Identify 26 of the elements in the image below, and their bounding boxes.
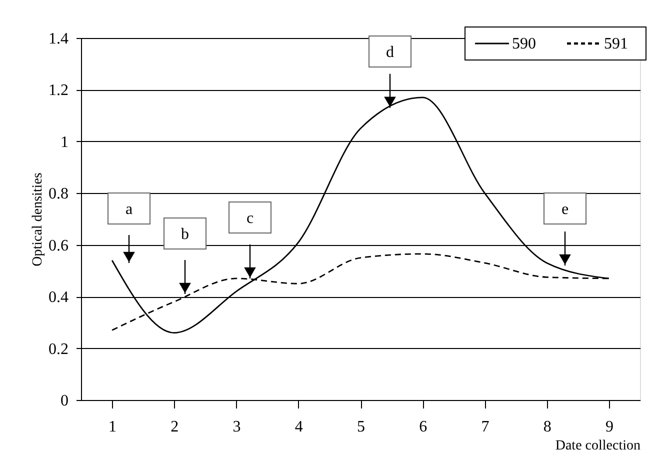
x-tick-label: 9 — [605, 418, 614, 436]
y-tick-label: 0.6 — [48, 237, 68, 254]
legend-label: 590 — [512, 36, 536, 52]
x-axis-title: Date collection — [555, 438, 640, 454]
annotation: a — [125, 201, 133, 218]
annotation: c — [246, 210, 254, 227]
x-tick-label: 3 — [232, 418, 241, 436]
y-tick-label: 1.2 — [48, 82, 68, 100]
y-tick-label: 1.4 — [48, 30, 68, 48]
annotation: b — [181, 226, 189, 243]
legend-label: 591 — [604, 36, 628, 52]
annotation: d — [386, 44, 394, 61]
x-tick-label: 7 — [481, 418, 490, 436]
x-tick-label: 1 — [108, 418, 117, 436]
annotation: e — [561, 201, 569, 218]
x-tick-label: 5 — [357, 418, 365, 436]
y-tick-label: 0.4 — [48, 289, 68, 306]
x-tick-label: 2 — [170, 418, 179, 436]
x-tick-label: 8 — [543, 418, 552, 436]
y-tick-label: 0 — [60, 392, 68, 410]
y-tick-label: 0.8 — [48, 186, 68, 203]
x-tick-label: 6 — [419, 418, 428, 436]
x-tick-label: 4 — [294, 418, 303, 436]
y-tick-label: 1 — [60, 134, 68, 151]
y-tick-label: 0.2 — [48, 340, 68, 358]
y-axis-title: Optical densities — [30, 172, 46, 266]
